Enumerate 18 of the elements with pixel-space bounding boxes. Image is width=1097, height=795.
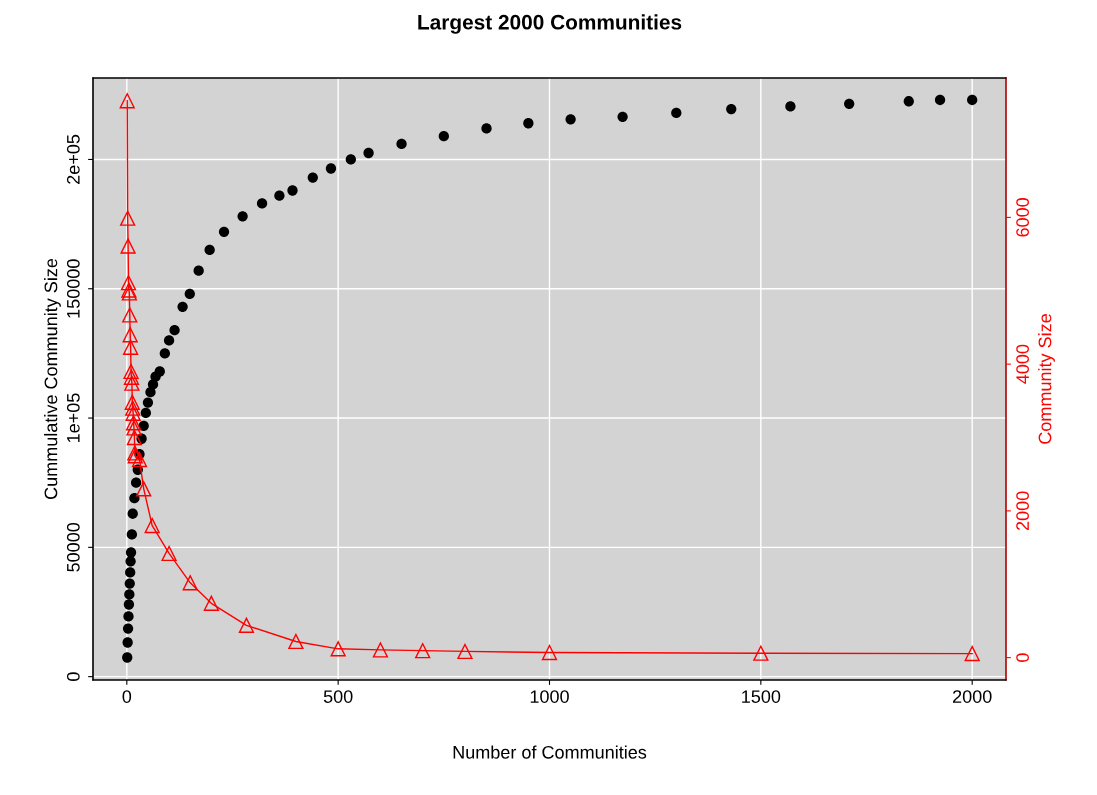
y2-axis-title: Community Size xyxy=(1038,314,1055,444)
x-axis-title: Number of Communities xyxy=(453,745,647,759)
y2-tick-label: 4000 xyxy=(1016,344,1029,384)
y-tick-label: 50000 xyxy=(66,522,80,572)
y-tick-label: 150000 xyxy=(66,259,80,318)
y2-tick-label: 6000 xyxy=(1016,198,1029,237)
y2-tick-label: 0 xyxy=(1016,653,1029,662)
y-axis-title: Cummulative Community Size xyxy=(44,258,61,499)
y-tick-label: 1e+05 xyxy=(66,393,80,443)
x-tick-label: 0 xyxy=(122,690,132,703)
chart-title: Largest 2000 Communities xyxy=(418,14,682,34)
x-tick-label: 1000 xyxy=(530,690,569,703)
y2-tick-label: 2000 xyxy=(1016,491,1029,531)
x-tick-label: 1500 xyxy=(742,690,781,703)
x-tick-label: 2000 xyxy=(953,690,992,703)
y-tick-label: 2e+05 xyxy=(66,134,80,184)
x-tick-label: 500 xyxy=(323,690,353,703)
y-tick-label: 0 xyxy=(66,672,80,681)
